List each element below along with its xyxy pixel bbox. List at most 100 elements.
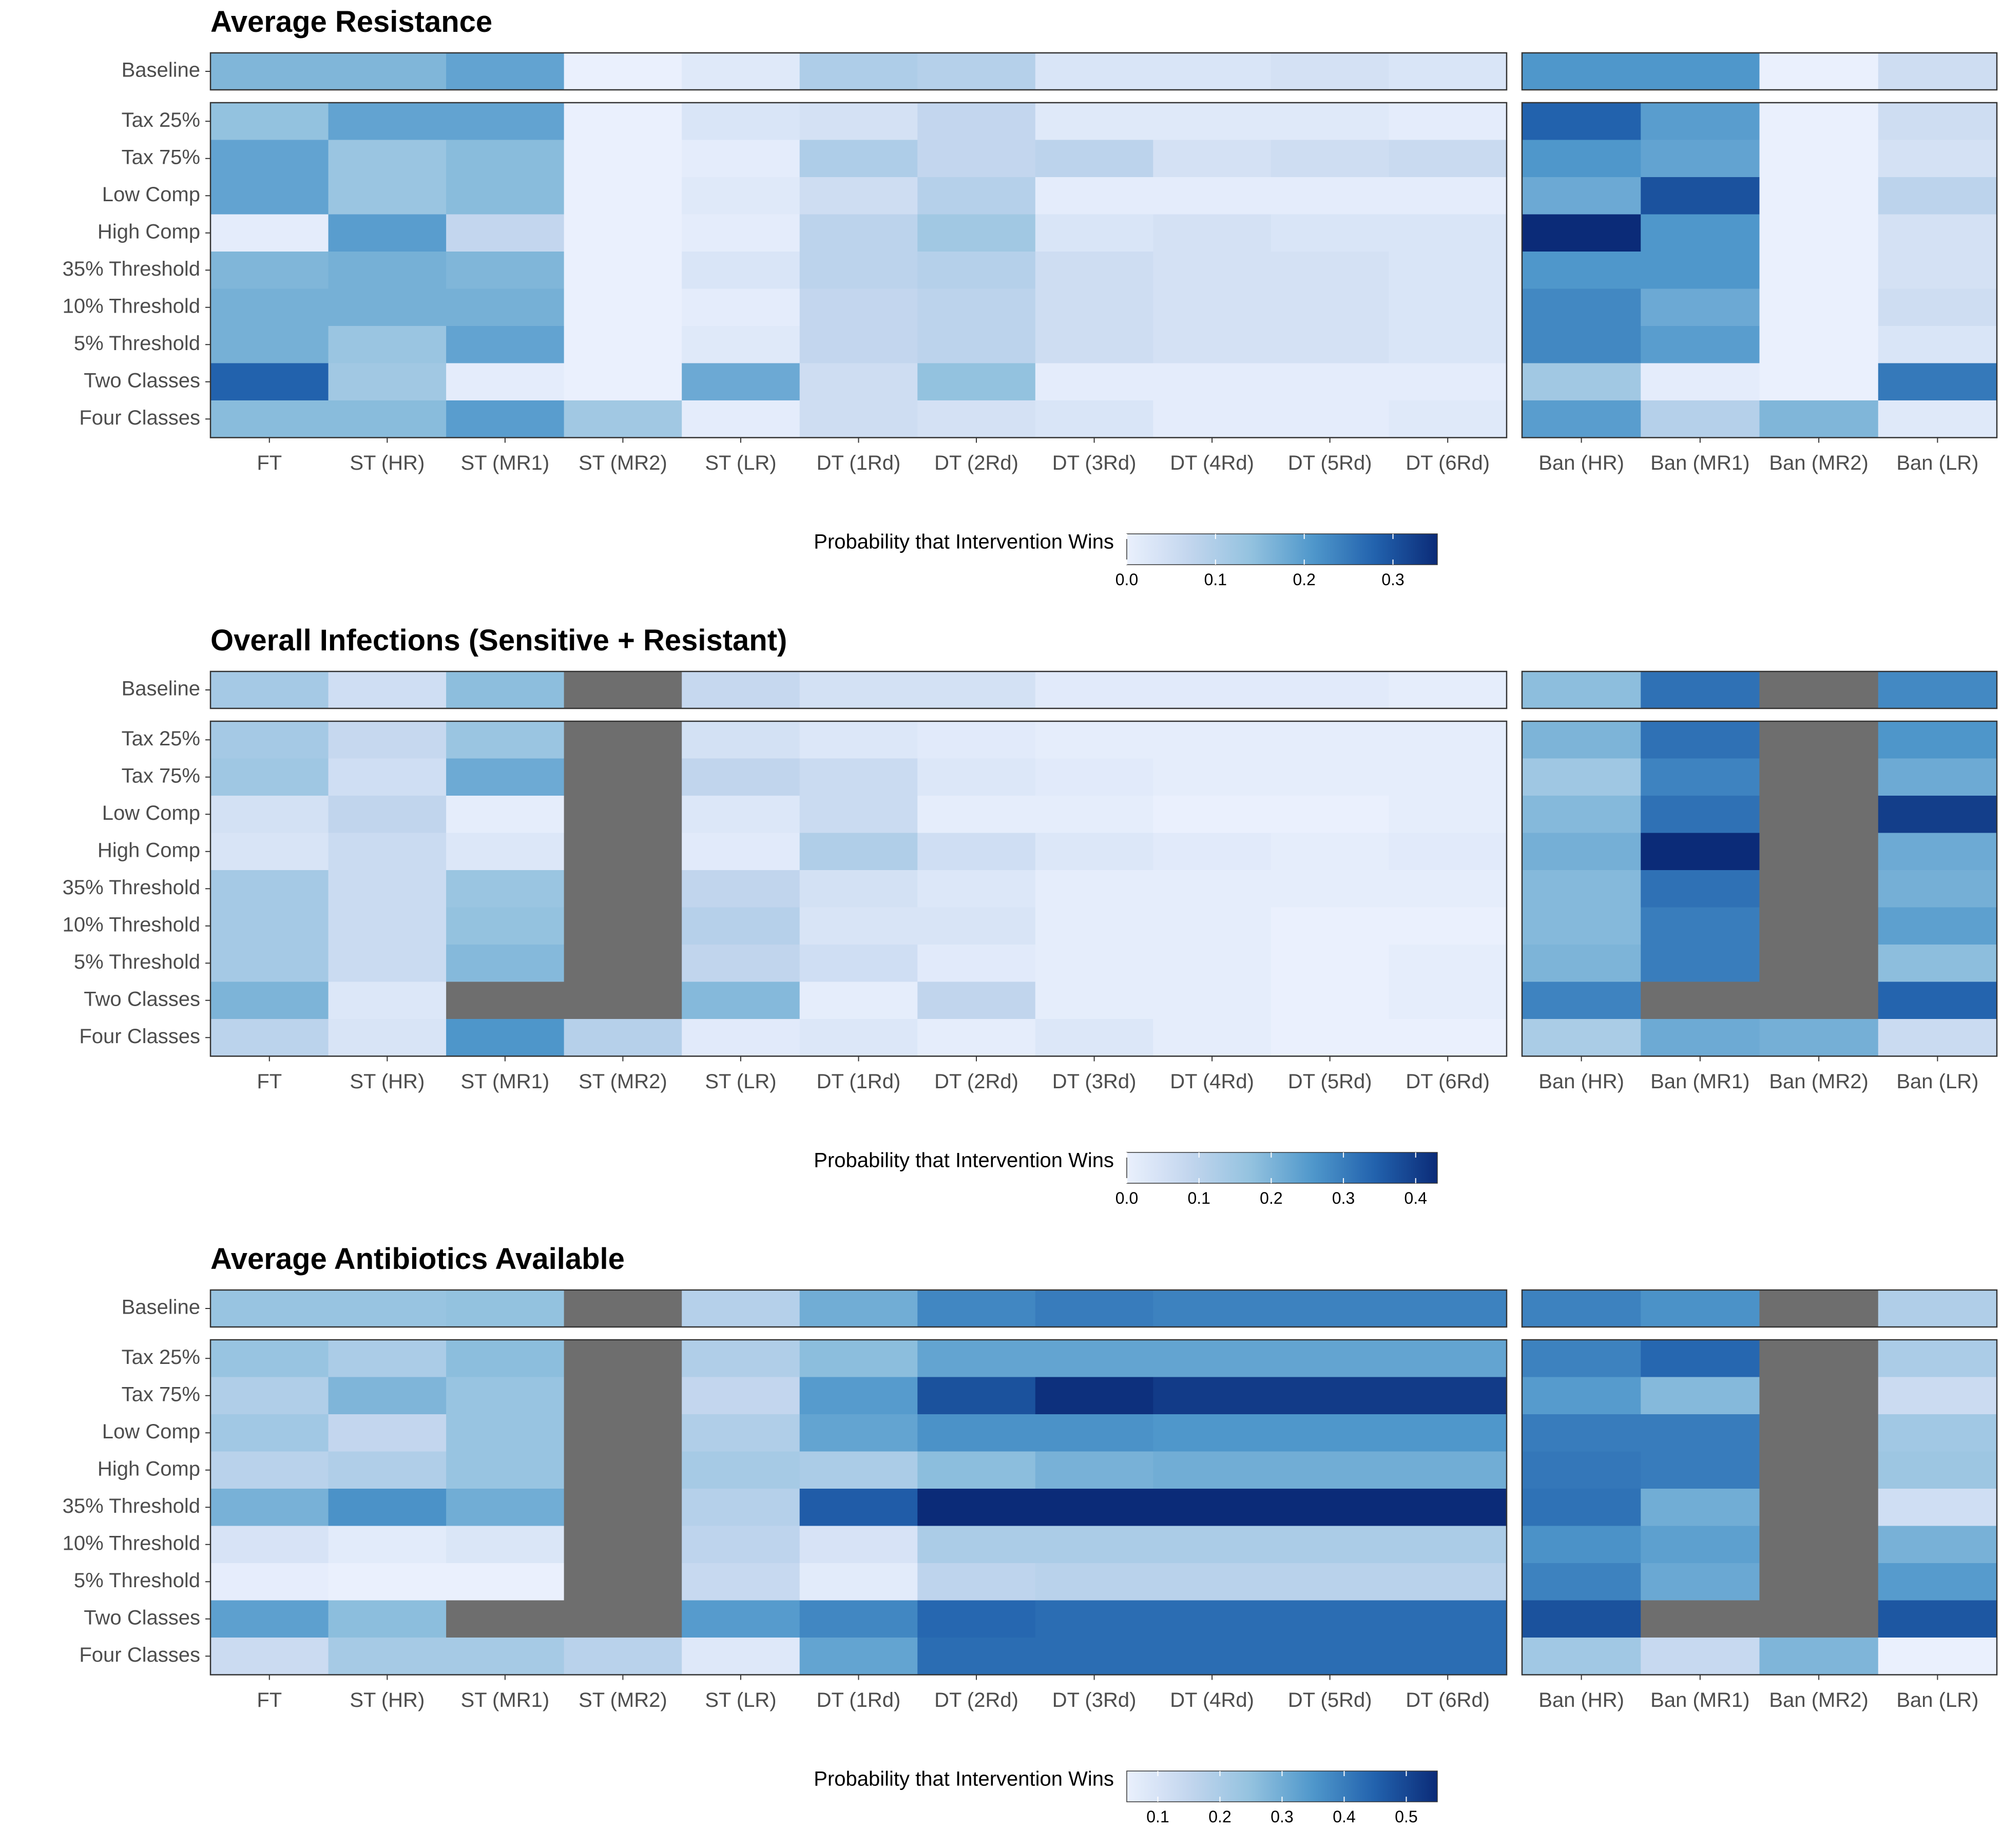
heatmap-cell-baseline-right-1 [1641,53,1760,90]
heatmap-cell-left-0-7 [1035,721,1153,759]
heatmap-cell-left-4-2 [446,1489,565,1527]
column-label: Ban (LR) [1896,1070,1978,1093]
heatmap-cell-left-2-8 [1153,796,1272,834]
heatmap-cell-left-5-0 [210,907,329,945]
column-label: DT (1Rd) [817,1689,901,1711]
heatmap-cell-baseline-left-9 [1270,1290,1390,1327]
heatmap-cell-right-8-0 [1522,1638,1641,1676]
heatmap-cell-left-1-0 [210,758,329,796]
heatmap-cell-left-1-2 [446,758,565,796]
heatmap-cell-left-7-7 [1035,1600,1153,1638]
heatmap-cell-left-7-4 [682,981,800,1019]
heatmap-cell-baseline-left-8 [1153,1290,1272,1327]
heatmap-cell-left-5-7 [1035,907,1153,945]
heatmap-cell-left-6-4 [682,1563,800,1601]
heatmap-cell-baseline-left-1 [328,671,447,708]
legend-tick-label: 0.2 [1208,1807,1231,1826]
column-label: ST (HR) [350,1070,425,1093]
heatmap-cell-left-4-7 [1035,252,1153,290]
row-label: 5% Threshold [74,951,200,973]
heatmap-cell-left-2-5 [799,796,918,834]
heatmap-cell-left-7-2 [446,981,565,1019]
heatmap-cell-left-3-9 [1270,833,1390,871]
heatmap-cell-left-8-6 [917,1019,1036,1057]
legend-tick-label: 0.5 [1395,1807,1417,1826]
column-label: ST (MR2) [579,452,667,474]
heatmap-cell-left-2-4 [682,177,800,215]
heatmap-cell-left-6-1 [328,1563,447,1601]
column-label: ST (MR1) [461,1070,550,1093]
heatmap-cell-left-1-7 [1035,140,1153,178]
heatmap-cell-left-0-9 [1270,1340,1390,1378]
heatmap-cell-left-5-5 [799,288,918,326]
heatmap-cell-baseline-left-0 [210,1290,329,1327]
heatmap-cell-left-2-6 [917,796,1036,834]
heatmap-cell-left-2-1 [328,1414,447,1452]
heatmap-cell-left-1-4 [682,140,800,178]
main-panel-border [1521,1339,1998,1676]
heatmap-cell-left-2-9 [1270,1414,1390,1452]
heatmap-cell-left-3-7 [1035,214,1153,252]
heatmap-cell-left-4-2 [446,870,565,908]
heatmap-cell-right-4-3 [1878,252,1997,290]
heatmap-cell-baseline-left-4 [682,1290,800,1327]
heatmap-cell-left-3-3 [564,214,682,252]
heatmap-cell-right-5-0 [1522,907,1641,945]
heatmap-cell-left-0-7 [1035,1340,1153,1378]
heatmap-cell-right-0-3 [1878,103,1997,141]
column-label: DT (4Rd) [1170,1689,1254,1711]
chart-title: Average Resistance [210,5,492,38]
heatmap-cell-left-2-8 [1153,1414,1272,1452]
heatmap-cell-right-4-1 [1641,1489,1760,1527]
heatmap-cell-left-4-7 [1035,1489,1153,1527]
heatmap-cell-right-7-0 [1522,981,1641,1019]
heatmap-cell-left-7-3 [564,1600,682,1638]
column-label: DT (3Rd) [1052,1689,1137,1711]
heatmap-cell-left-8-7 [1035,1638,1153,1676]
heatmap-cell-right-8-2 [1759,1638,1879,1676]
heatmap-cell-left-8-0 [210,400,329,438]
heatmap-cell-left-2-3 [564,177,682,215]
heatmap-cell-left-5-8 [1153,1526,1272,1564]
heatmap-cell-left-8-2 [446,400,565,438]
heatmap-cell-right-5-2 [1759,288,1879,326]
heatmap-cell-left-7-1 [328,1600,447,1638]
heatmap-cell-left-4-4 [682,252,800,290]
heatmap-cell-left-3-8 [1153,1451,1272,1489]
heatmap-cell-left-7-1 [328,981,447,1019]
row-label: Tax 75% [122,146,200,168]
heatmap-cell-left-8-9 [1270,1638,1390,1676]
heatmap-cell-left-2-10 [1389,1414,1507,1452]
heatmap-cell-left-0-6 [917,1340,1036,1378]
heatmap-cell-right-1-3 [1878,140,1997,178]
heatmap-cell-left-5-6 [917,907,1036,945]
heatmap-cell-right-1-0 [1522,758,1641,796]
heatmap-cell-left-6-9 [1270,945,1390,983]
row-label-baseline: Baseline [122,1296,200,1319]
heatmap-cell-left-6-9 [1270,326,1390,364]
heatmap-cell-left-2-0 [210,177,329,215]
column-label: Ban (MR1) [1650,452,1749,474]
heatmap-cell-left-1-6 [917,758,1036,796]
heatmap-cell-left-0-4 [682,1340,800,1378]
heatmap-cell-left-2-0 [210,1414,329,1452]
column-label: Ban (HR) [1538,452,1624,474]
heatmap-cell-left-1-6 [917,140,1036,178]
heatmap-cell-right-2-1 [1641,796,1760,834]
heatmap-cell-right-0-0 [1522,103,1641,141]
heatmap-cell-left-6-0 [210,945,329,983]
heatmap-cell-left-2-4 [682,796,800,834]
heatmap-cell-left-2-4 [682,1414,800,1452]
baseline-panel-border [1521,670,1998,709]
heatmap-cell-right-2-1 [1641,1414,1760,1452]
column-label: DT (3Rd) [1052,452,1137,474]
row-label: High Comp [98,220,200,243]
column-label: ST (HR) [350,452,425,474]
heatmap-cell-left-6-6 [917,945,1036,983]
column-label: Ban (MR1) [1650,1689,1749,1711]
heatmap-cell-left-2-7 [1035,1414,1153,1452]
heatmap-cell-left-6-8 [1153,1563,1272,1601]
heatmap-cell-left-3-7 [1035,833,1153,871]
heatmap-cell-baseline-left-2 [446,53,565,90]
heatmap-cell-right-4-3 [1878,870,1997,908]
